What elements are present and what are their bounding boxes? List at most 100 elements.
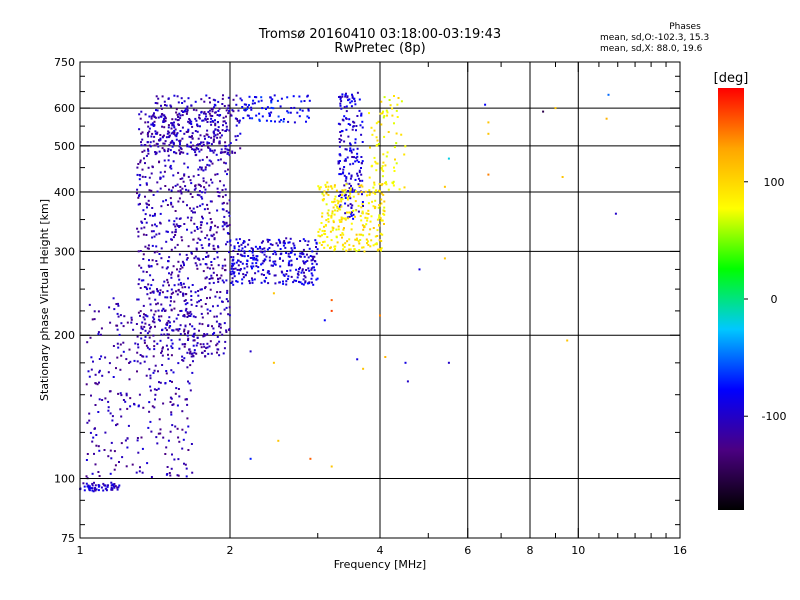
echo-point [117,315,120,318]
echo-point [193,257,196,260]
echo-point [355,125,358,127]
echo-point [149,141,152,144]
echo-point [159,339,162,342]
echo-point [92,436,95,439]
echo-point [358,249,361,252]
echo-point [87,486,90,489]
echo-point [180,148,183,151]
echo-point [221,225,224,228]
echo-point [218,296,221,299]
y-tick-label: 200 [54,329,75,342]
echo-point [170,397,173,400]
echo-point [243,240,246,243]
echo-point [116,312,119,315]
echo-point [380,240,383,242]
echo-point [170,248,173,251]
echo-point [86,453,89,455]
echo-point [268,256,271,259]
echo-point [312,266,315,269]
echo-point [386,151,389,154]
echo-point [210,123,213,126]
echo-point [194,117,197,120]
echo-point [206,266,209,269]
echo-point [242,273,245,276]
echo-point [241,282,244,285]
echo-point [269,243,272,246]
echo-point [364,216,367,219]
echo-point [282,273,285,276]
echo-point [361,126,364,129]
echo-point [97,489,100,492]
echo-point [145,355,148,358]
echo-point [167,130,170,133]
echo-point [219,277,222,280]
echo-point [181,260,184,263]
echo-point [219,158,222,161]
echo-point [220,148,223,151]
echo-point [178,270,181,273]
echo-point [196,205,199,208]
echo-point [355,129,357,132]
echo-point [282,120,285,123]
echo-point [289,111,292,114]
echo-point [94,489,97,492]
echo-point [228,314,231,317]
echo-point [148,410,151,413]
echo-point [382,161,385,164]
echo-point [94,373,97,376]
echo-point [344,193,347,196]
echo-point [98,358,101,360]
echo-point [145,221,148,224]
echo-point [198,159,201,162]
echo-point [140,266,143,269]
echo-point [218,354,221,357]
echo-point [183,109,186,112]
echo-point [232,283,235,286]
echo-point [202,177,205,180]
echo-point [279,257,281,260]
echo-point [345,105,348,108]
echo-point [179,143,181,146]
echo-point [349,192,352,195]
echo-point [203,135,206,138]
echo-point [317,230,320,233]
echo-point [144,176,147,178]
echo-point [161,125,164,128]
echo-point [180,309,183,312]
echo-point [373,156,376,159]
echo-point [115,424,117,427]
echo-point [346,96,349,99]
echo-point [239,97,242,100]
echo-point [189,141,192,144]
echo-point [173,320,176,323]
echo-point [130,321,133,324]
echo-point [287,264,290,267]
echo-point [298,280,300,283]
echo-point [145,154,148,157]
echo-point [359,179,361,182]
echo-point [180,283,183,286]
echo-point [358,98,361,101]
echo-point [92,490,95,493]
echo-point [321,192,324,195]
echo-point [150,172,153,175]
echo-point [140,144,143,147]
echo-point [343,106,346,109]
echo-point [212,98,215,101]
echo-point [176,113,179,116]
echo-point [348,243,351,246]
x-tick-label: 4 [377,544,384,557]
echo-point [346,240,349,243]
echo-point [225,279,228,282]
echo-point [315,246,317,248]
echo-point [301,269,304,272]
echo-point [128,348,131,351]
echo-point [222,352,225,355]
echo-point [176,404,179,407]
echo-point [222,281,225,284]
echo-point [200,224,203,226]
echo-point [137,451,140,454]
echo-point [349,197,352,200]
echo-point [202,335,205,338]
